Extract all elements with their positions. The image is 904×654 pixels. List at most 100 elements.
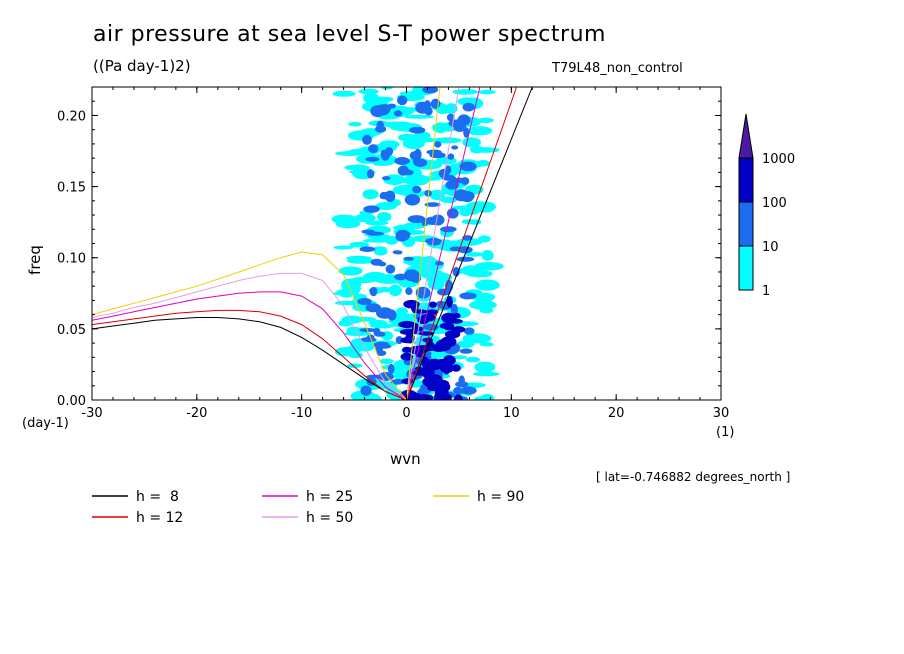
spectrum-fill-1 [452,355,468,360]
spectrum-fill-10 [456,256,475,262]
spectrum-fill-10 [373,341,390,349]
spectrum-fill-10 [395,229,411,241]
x-tick-label: 10 [503,406,520,421]
legend-label: h = 25 [306,489,353,505]
spectrum-fill-100 [439,323,449,329]
spectrum-fill-100 [429,301,437,308]
spectrum-fill-10 [446,208,459,219]
spectrum-fill-100 [400,352,414,361]
spectrum-fill-100 [451,364,461,372]
y-tick-label: 0.00 [57,394,86,409]
x-tick-label: 20 [608,406,625,421]
spectrum-fill-1 [346,326,362,335]
spectrum-fill-10 [390,379,405,385]
spectrum-fill-1 [465,356,480,363]
chart-units: ((Pa day-1)2) [93,57,191,75]
spectrum-fill-10 [446,113,455,122]
spectrum-fill-10 [372,105,391,116]
kelvin-curve-1 [406,87,518,400]
spectrum-fill-100 [449,318,463,324]
spectrum-fill-10 [357,298,372,305]
spectrum-fill-10 [394,250,403,255]
x-tick-label: 30 [713,406,730,421]
spectrum-fill-1 [362,189,379,200]
colorbar-segment [738,201,754,247]
spectrum-fill-1 [396,307,408,316]
spectrum-fill-100 [438,359,447,366]
spectrum-fill-1 [375,202,397,211]
x-tick-label: 0 [402,406,410,421]
legend-label: h = 50 [306,510,353,526]
spectrum-fill-1 [469,300,497,310]
spectrum-fill-1 [365,220,389,226]
spectrum-fill-1 [427,278,445,290]
spectrum-fill-100 [453,394,463,400]
x-tick-label: -10 [291,406,312,421]
spectrum-fill-10 [385,264,396,274]
spectrum-fill-100 [429,373,437,379]
spectrum-fill-1 [419,176,443,181]
spectrum-fill-10 [381,176,391,181]
y-tick-label: 0.20 [57,109,86,124]
spectrum-fill-10 [377,372,394,381]
spectrum-fill-1 [377,212,392,222]
spectrum-fill-10 [395,336,403,345]
spectrum-fill-1 [347,363,363,368]
spectrum-fill-10 [421,219,428,227]
spectrum-fill-1 [464,252,484,257]
spectrum-fill-10 [365,156,380,162]
spectrum-fill-10 [415,286,431,299]
y-tick-label: 0.10 [57,252,86,267]
x-axis-unit: (1) [716,425,735,440]
spectrum-fill-10 [412,185,422,194]
spectrum-fill-10 [365,303,382,313]
spectrum-fill-10 [463,327,475,335]
spectrum-fill-1 [346,255,372,261]
spectrum-fill-10 [387,309,397,321]
spectrum-fill-10 [394,273,407,281]
spectrum-fill-1 [432,123,449,129]
spectrum-fill-1 [470,145,484,154]
colorbar-label: 1 [762,284,770,299]
spectrum-fill-1 [462,333,492,344]
spectrum-fill-10 [397,95,408,106]
spectrum-fill-10 [424,202,441,207]
spectrum-fill-10 [394,157,410,165]
spectrum-fill-10 [434,141,442,148]
rossby-curve-3 [92,272,407,400]
spectrum-fill-10 [387,363,395,375]
spectrum-fill-1 [461,219,479,225]
spectrum-fill-1 [465,270,493,278]
spectrum-fill-1 [363,92,380,104]
spectrum-fill-1 [474,361,496,373]
spectrum-fill-1 [478,89,496,95]
colorbar-extension [738,113,754,159]
y-axis-label: freq [26,245,44,275]
spectrum-fill-1 [423,273,451,279]
spectrum-fill-10 [454,189,470,202]
spectrum-fill-1 [382,121,408,128]
spectrum-fill-10 [422,87,439,94]
spectrum-fill-1 [452,89,479,95]
spectrum-fill-10 [424,189,432,197]
spectrum-fill-1 [358,88,379,95]
spectrum-fill-10 [452,266,460,277]
spectrum-fill-10 [405,287,413,296]
colorbar-label: 1000 [762,152,795,167]
spectrum-fill-10 [410,273,422,283]
spectrum-fill-1 [350,276,377,284]
spectrum-fill-100 [412,309,428,314]
spectrum-fill-100 [446,296,453,308]
spectrum-fill-1 [338,266,363,276]
spectrum-fill-100 [443,368,450,375]
spectrum-fill-10 [459,161,477,172]
kelvin-curve-2 [406,87,481,400]
spectrum-fill-100 [426,309,439,315]
spectrum-fill-10 [412,157,423,165]
spectrum-fill-10 [409,126,426,134]
spectrum-fill-1 [344,164,370,171]
legend-label: h = 8 [136,489,179,505]
spectrum-fill-10 [453,386,463,395]
spectrum-fill-100 [453,312,461,319]
y-tick-label: 0.15 [57,181,86,196]
